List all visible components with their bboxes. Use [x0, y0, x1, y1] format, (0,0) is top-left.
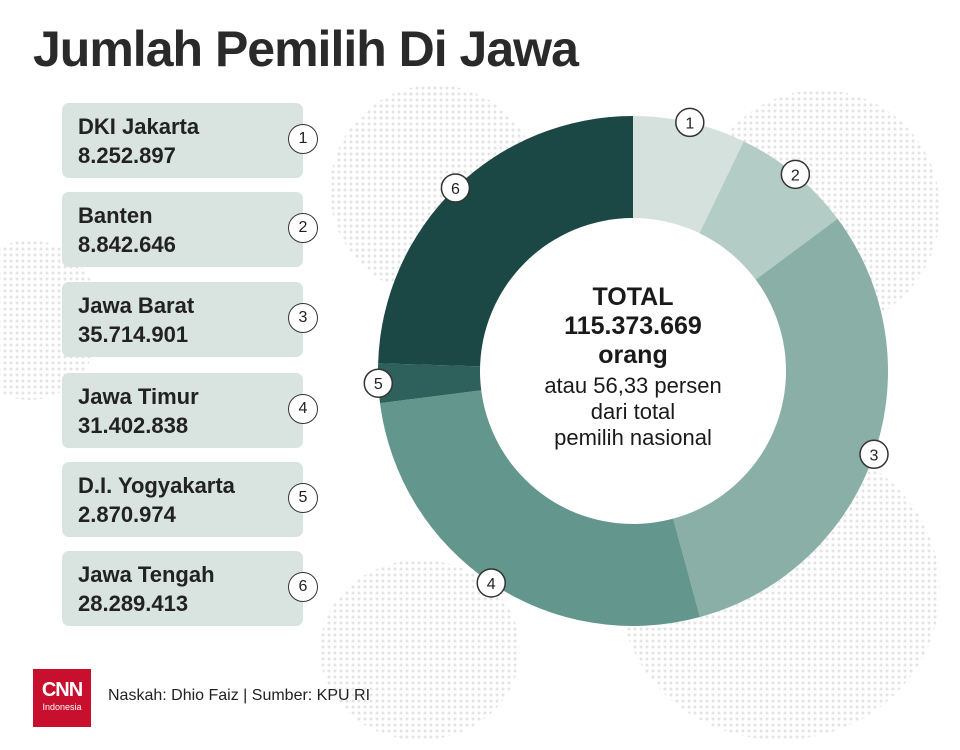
slice-label-badge [675, 107, 705, 138]
slice-label-badge [780, 159, 811, 190]
legend-item-6: Jawa Tengah 28.289.413 6 [62, 551, 318, 626]
legend-name: Banten [78, 203, 153, 228]
legend-value: 28.289.413 [78, 591, 189, 616]
legend-name: Jawa Tengah [78, 562, 215, 587]
legend-number-badge: 3 [288, 303, 318, 333]
legend-item-4: Jawa Timur 31.402.838 4 [62, 373, 318, 448]
slice-label-4: 4 [476, 568, 506, 598]
cnn-indonesia-logo: CNN Indonesia [33, 669, 91, 727]
slice-label-badge [859, 439, 889, 470]
legend-value: 35.714.901 [78, 322, 189, 347]
legend-value: 8.252.897 [78, 143, 176, 168]
legend-item-3: Jawa Barat 35.714.901 3 [62, 282, 318, 357]
legend-number-badge: 5 [288, 483, 318, 513]
center-total-unit: orang [598, 341, 667, 369]
legend-number-badge: 2 [288, 213, 318, 243]
center-percent-text: dari total [591, 399, 675, 424]
legend-box: Banten 8.842.646 [62, 192, 303, 267]
center-total-value: 115.373.669 [564, 312, 702, 340]
legend-item-2: Banten 8.842.646 2 [62, 192, 318, 267]
legend-name: D.I. Yogyakarta [78, 473, 235, 498]
slice-label-badge [440, 173, 471, 203]
slice-label-5: 5 [363, 368, 394, 398]
legend-name: Jawa Timur [78, 384, 199, 409]
slice-label-text: 4 [487, 576, 496, 593]
legend-box: DKI Jakarta 8.252.897 [62, 103, 303, 178]
slice-label-text: 5 [374, 376, 383, 393]
legend-value: 2.870.974 [78, 502, 176, 527]
legend-box: Jawa Tengah 28.289.413 [62, 551, 303, 626]
center-total-label: TOTAL [592, 283, 673, 311]
page-title: Jumlah Pemilih Di Jawa [33, 21, 579, 77]
legend-name: Jawa Barat [78, 293, 195, 318]
slice-label-text: 3 [870, 447, 879, 464]
credit-text: Naskah: Dhio Faiz | Sumber: KPU RI [108, 687, 371, 704]
slice-label-text: 1 [685, 115, 694, 132]
slice-labels: 1 2 3 4 5 6 [363, 107, 889, 598]
center-percent-text: atau 56,33 persen [544, 373, 721, 398]
legend-value: 8.842.646 [78, 232, 176, 257]
legend-box: D.I. Yogyakarta 2.870.974 [62, 462, 303, 537]
legend-item-1: DKI Jakarta 8.252.897 1 [62, 103, 318, 178]
legend-box: Jawa Barat 35.714.901 [62, 282, 303, 357]
legend-box: Jawa Timur 31.402.838 [62, 373, 303, 448]
slice-label-badge [476, 568, 506, 598]
slice-label-badge [363, 368, 394, 398]
donut-hole [480, 218, 786, 524]
center-label: TOTAL 115.373.669 orang atau 56,33 perse… [544, 283, 721, 450]
legend-number-badge: 6 [288, 572, 318, 602]
legend-item-5: D.I. Yogyakarta 2.870.974 5 [62, 462, 318, 537]
slice-label-2: 2 [780, 159, 811, 190]
legend-number-badge: 4 [288, 394, 318, 424]
legend-number-badge: 1 [288, 124, 318, 154]
slice-label-text: 2 [791, 167, 800, 184]
slice-label-3: 3 [859, 439, 889, 470]
slice-label-6: 6 [440, 173, 471, 203]
center-percent-text: pemilih nasional [554, 425, 712, 450]
legend-name: DKI Jakarta [78, 114, 200, 139]
slice-label-text: 6 [451, 181, 460, 198]
slice-label-1: 1 [675, 107, 705, 138]
legend-value: 31.402.838 [78, 413, 189, 438]
